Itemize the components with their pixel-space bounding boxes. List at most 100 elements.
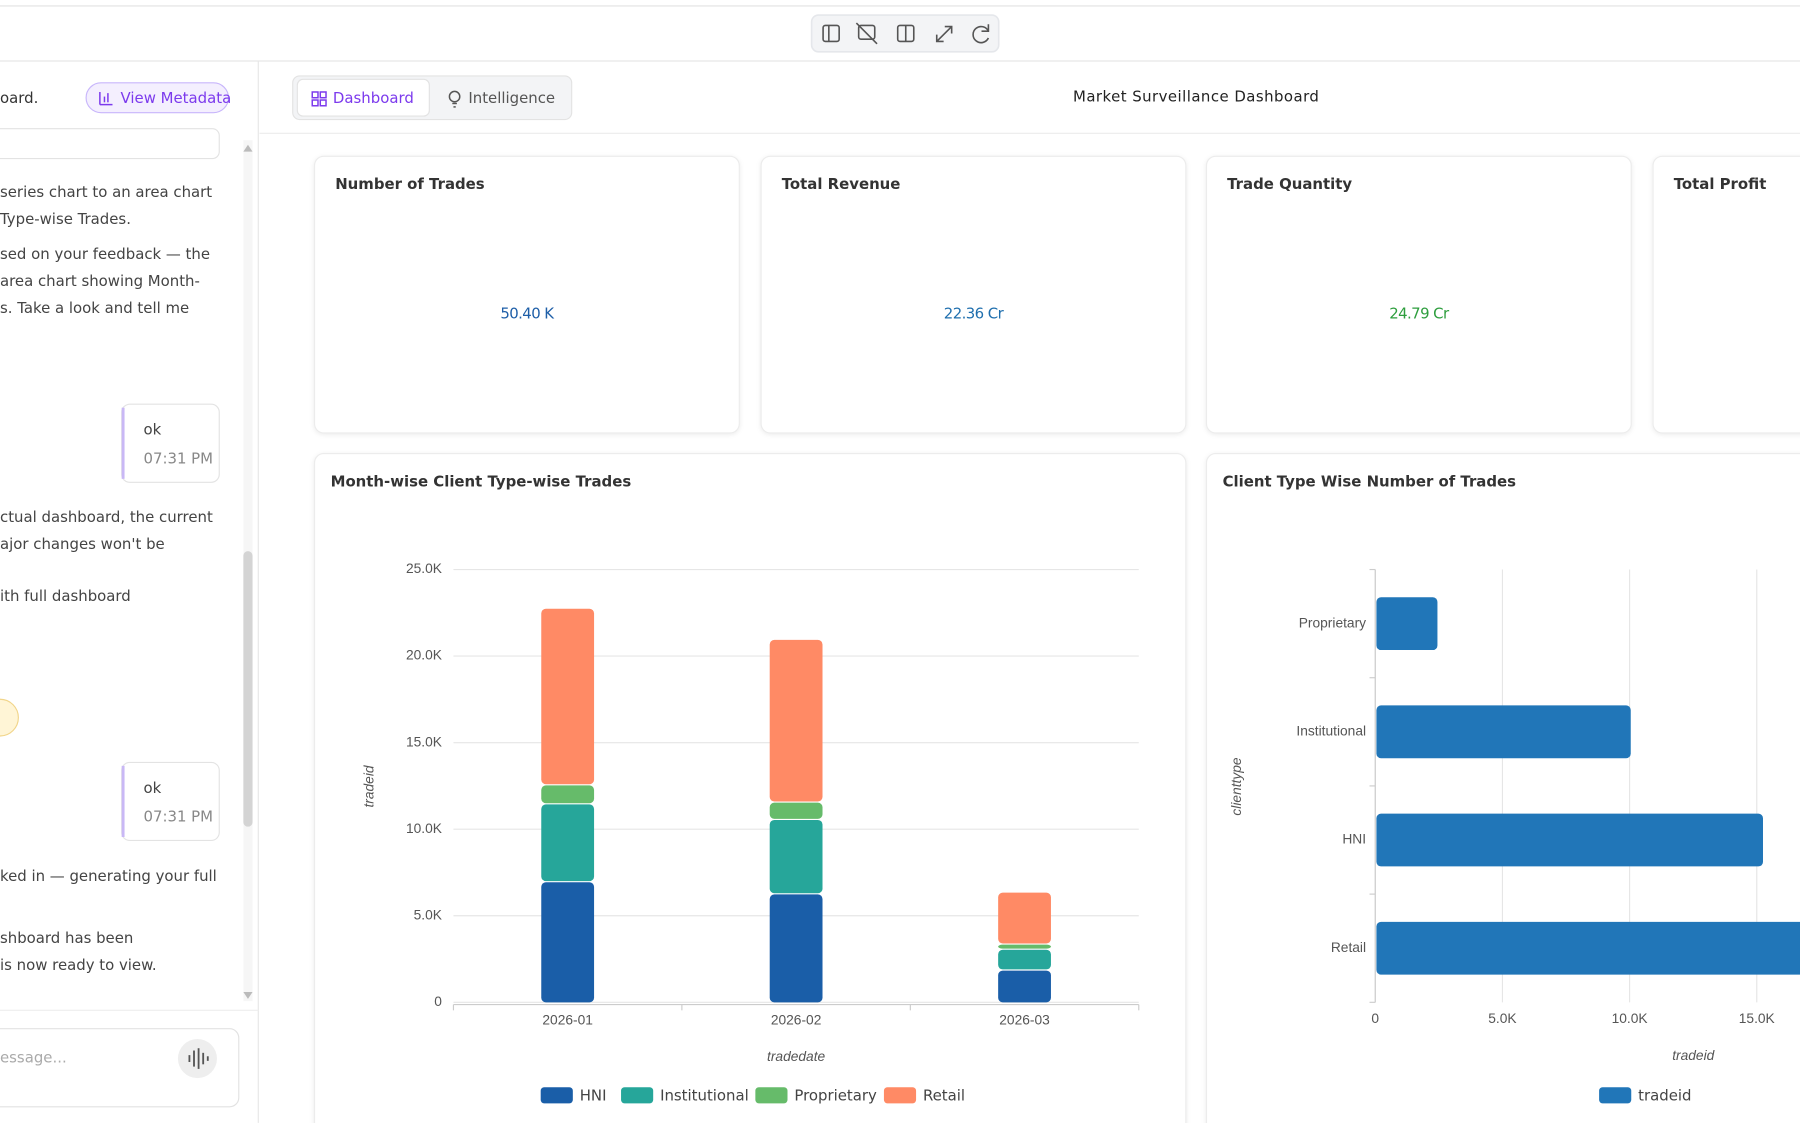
kpi-label: Trade Quantity [1227, 175, 1352, 193]
x-tick-label: 15.0K [1739, 1011, 1776, 1026]
user-bubble-accent [121, 765, 125, 838]
x-axis-label: tradeid [1672, 1048, 1715, 1063]
sidebar-header: oard. [0, 89, 38, 107]
legend-label: Proprietary [794, 1086, 877, 1104]
bar [1376, 921, 1800, 975]
panel-left-icon[interactable] [822, 24, 840, 43]
bar-segment [541, 804, 595, 882]
message-time: 07:31 PM [143, 449, 213, 467]
y-axis-label: tradeid [361, 764, 376, 807]
split-icon[interactable] [896, 24, 915, 43]
y-axis-label: clienttype [1229, 757, 1244, 815]
message-bubble [0, 128, 220, 160]
kpi-label: Number of Trades [335, 175, 485, 193]
message-text: Type-wise Trades. [0, 210, 131, 228]
y-tick-label: Institutional [1296, 723, 1366, 738]
expand-icon[interactable] [935, 25, 953, 43]
legend-swatch [1599, 1087, 1632, 1104]
tab-active[interactable] [296, 78, 430, 117]
y-tick-label: Retail [1331, 940, 1366, 955]
bar-segment [541, 882, 595, 1003]
refresh-icon[interactable] [972, 24, 990, 44]
bar-segment [541, 785, 595, 804]
y-tick-label: 10.0K [406, 821, 443, 836]
metadata-button[interactable] [85, 82, 230, 114]
bar-segment [541, 608, 595, 785]
kpi-value: 22.36 Cr [944, 305, 1005, 323]
x-tick-label: 2026-03 [999, 1012, 1050, 1027]
legend-swatch [621, 1087, 654, 1104]
chart-title: Month-wise Client Type-wise Trades [331, 472, 632, 490]
message-text: ok [143, 421, 161, 439]
chart-title: Client Type Wise Number of Trades [1223, 472, 1517, 490]
message-text: is now ready to view. [0, 956, 157, 974]
message-text: ith full dashboard [0, 587, 131, 605]
y-tick-label: 0 [434, 994, 442, 1009]
bar-segment [769, 894, 823, 1003]
metadata-icon [99, 91, 113, 106]
input-placeholder: essage... [0, 1049, 67, 1067]
scrollbar-thumb[interactable] [243, 551, 253, 827]
tab-label[interactable]: Dashboard [333, 89, 414, 107]
bar [1376, 813, 1763, 867]
message-text: series chart to an area chart [0, 183, 212, 201]
y-tick-label: 20.0K [406, 648, 443, 663]
kpi-value: 24.79 Cr [1389, 305, 1450, 323]
legend-swatch [540, 1087, 573, 1104]
message-time: 07:31 PM [143, 807, 213, 825]
x-axis-label: tradedate [767, 1049, 826, 1064]
legend-label: HNI [580, 1086, 607, 1104]
bar-segment [998, 949, 1051, 970]
x-tick-label: 2026-01 [542, 1012, 593, 1027]
legend-label: Institutional [660, 1086, 749, 1104]
message-text: ctual dashboard, the current [0, 508, 213, 526]
bar [1376, 705, 1631, 759]
message-text: ajor changes won't be [0, 535, 165, 553]
message-input[interactable] [0, 1028, 240, 1108]
hide-chat-icon[interactable] [855, 22, 878, 45]
message-text: s. Take a look and tell me [0, 299, 189, 317]
x-tick-label: 10.0K [1612, 1011, 1649, 1026]
message-text: area chart showing Month- [0, 272, 200, 290]
bulb-icon [448, 90, 461, 108]
metadata-label[interactable]: View Metadata [121, 89, 232, 107]
legend-swatch [755, 1087, 788, 1104]
kpi-card [313, 155, 740, 434]
bar-segment [998, 892, 1051, 944]
legend-label: Retail [923, 1086, 965, 1104]
bar [1376, 597, 1438, 651]
user-bubble-accent [121, 407, 125, 479]
message-text: shboard has been [0, 929, 133, 947]
y-tick-label: 5.0K [414, 907, 443, 922]
tab-label[interactable]: Intelligence [468, 89, 555, 107]
y-tick-label: HNI [1342, 832, 1366, 847]
dashboard-icon [311, 91, 327, 107]
user-bubble [121, 403, 220, 483]
kpi-card [760, 155, 1187, 434]
message-text: ok [143, 779, 161, 797]
kpi-value: 50.40 K [500, 305, 555, 323]
kpi-card [1205, 155, 1632, 434]
x-tick-label: 0 [1371, 1011, 1379, 1026]
mic-button[interactable] [177, 1039, 217, 1079]
chart-card [313, 453, 1187, 1123]
bar-segment [769, 639, 823, 802]
y-tick-label: 25.0K [406, 561, 443, 576]
legend-swatch [883, 1087, 917, 1104]
message-text: ked in — generating your full [0, 867, 217, 885]
toolbar [810, 14, 1000, 53]
y-tick-label: 15.0K [406, 734, 443, 749]
y-tick-label: Proprietary [1299, 615, 1366, 630]
bar-segment [998, 944, 1051, 949]
mic-icon [188, 1048, 209, 1069]
kpi-label: Total Revenue [782, 175, 901, 193]
bar-segment [769, 802, 823, 819]
bar-segment [998, 970, 1051, 1003]
x-tick-label: 5.0K [1488, 1011, 1517, 1026]
message-text: sed on your feedback — the [0, 245, 210, 263]
avatar [0, 698, 19, 737]
kpi-card [1652, 155, 1800, 434]
legend-label: tradeid [1638, 1086, 1691, 1104]
